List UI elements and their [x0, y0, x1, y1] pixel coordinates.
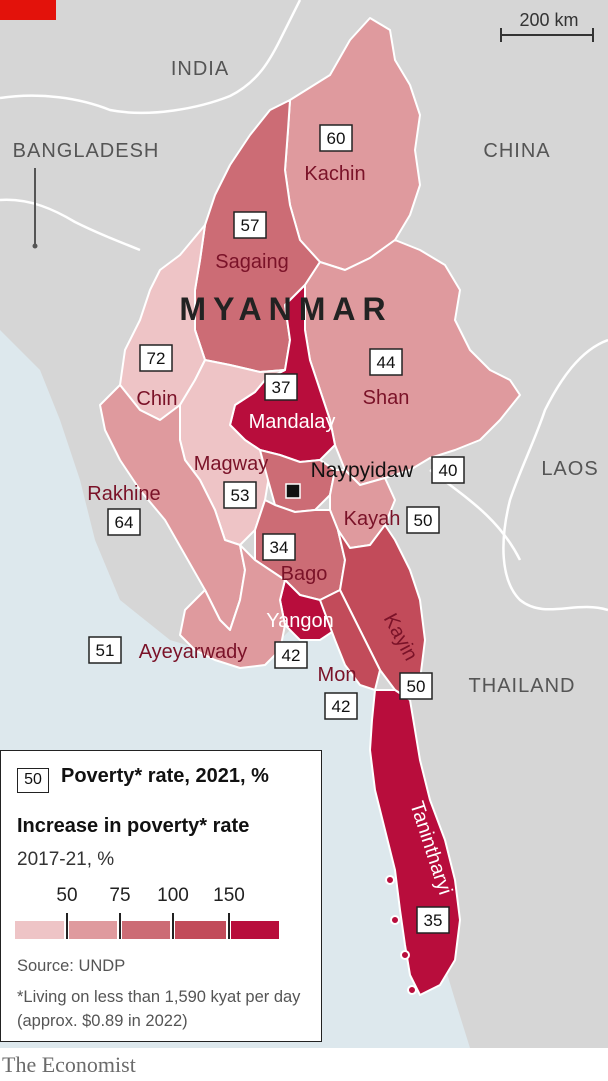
- legend-subtitle: 2017-21, %: [17, 849, 115, 870]
- poverty-rate-box-kayin: 50: [399, 672, 433, 700]
- poverty-rate-value: 50: [414, 511, 433, 530]
- legend-title-poverty-rate: Poverty* rate, 2021, %: [61, 765, 269, 787]
- legend-tick-mark: [172, 913, 174, 939]
- poverty-rate-box-sagaing: 57: [233, 211, 267, 239]
- legend-tick: 100: [157, 885, 189, 906]
- region-name-mandalay: Mandalay: [249, 411, 336, 433]
- country-label-laos: LAOS: [541, 458, 598, 480]
- poverty-rate-box-mandalay: 37: [264, 373, 298, 401]
- credit-bar: The Economist: [0, 1048, 608, 1081]
- poverty-rate-value: 64: [115, 513, 134, 532]
- region-name-chin: Chin: [136, 388, 177, 410]
- poverty-rate-value: 60: [327, 129, 346, 148]
- china-laos-border: [502, 338, 608, 612]
- legend-colour-scale: 50 75 100 150: [15, 885, 281, 941]
- poverty-rate-value: 34: [270, 538, 289, 557]
- poverty-rate-box-naypyidaw: 40: [431, 456, 465, 484]
- legend-footnote: *Living on less than 1,590 kyat per day …: [17, 988, 301, 1030]
- country-label-bangladesh: BANGLADESH: [13, 140, 160, 162]
- publication-credit: The Economist: [2, 1052, 136, 1077]
- poverty-rate-value: 35: [424, 911, 443, 930]
- bangladesh-india-border: [0, 198, 141, 252]
- legend-tick-mark: [119, 913, 121, 939]
- country-title-myanmar: MYANMAR: [179, 291, 392, 327]
- india-bangladesh-border: [0, 0, 302, 115]
- poverty-rate-box-kachin: 60: [319, 124, 353, 152]
- region-ayeyarwady: [179, 544, 286, 669]
- legend-tick: 50: [56, 885, 78, 906]
- legend-swatch-bin3: [122, 921, 170, 939]
- poverty-rate-value: 53: [231, 486, 250, 505]
- capital-marker: [285, 483, 301, 499]
- legend-title-increase: Increase in poverty* rate: [17, 815, 250, 837]
- legend-tick: 75: [109, 885, 131, 906]
- region-name-rakhine: Rakhine: [87, 483, 160, 505]
- region-name-shan: Shan: [363, 387, 410, 409]
- legend-source: Source: UNDP: [17, 957, 126, 975]
- country-label-india: INDIA: [171, 58, 229, 80]
- region-name-magway: Magway: [194, 453, 268, 475]
- poverty-rate-box-yangon: 42: [274, 641, 308, 669]
- brand-tab: [0, 0, 56, 20]
- poverty-rate-box-magway: 53: [223, 481, 257, 509]
- island-shape: [407, 985, 417, 995]
- legend-tick-mark: [228, 913, 230, 939]
- island-shape: [400, 950, 410, 960]
- region-name-yangon: Yangon: [266, 610, 333, 632]
- legend-key-box: 50: [17, 768, 49, 793]
- poverty-rate-box-chin: 72: [139, 344, 173, 372]
- poverty-rate-box-bago: 34: [262, 533, 296, 561]
- island-shape: [385, 875, 395, 885]
- legend-swatch-bin1: [15, 921, 64, 939]
- poverty-rate-value: 42: [332, 697, 351, 716]
- poverty-rate-value: 42: [282, 646, 301, 665]
- region-name-naypyidaw: Naypyidaw: [311, 459, 415, 482]
- regions-layer: [99, 17, 521, 996]
- region-name-mon: Mon: [318, 664, 357, 686]
- country-label-china: CHINA: [483, 140, 550, 162]
- region-name-kayah: Kayah: [344, 508, 401, 530]
- poverty-rate-value: 40: [439, 461, 458, 480]
- legend-tick: 150: [213, 885, 245, 906]
- region-name-ayeyarwady: Ayeyarwady: [139, 641, 248, 663]
- poverty-rate-value: 44: [377, 353, 396, 372]
- poverty-rate-box-ayeyarwady: 51: [88, 636, 122, 664]
- legend-swatch-bin2: [69, 921, 117, 939]
- poverty-rate-box-shan: 44: [369, 348, 403, 376]
- poverty-rate-box-mon: 42: [324, 692, 358, 720]
- poverty-rate-value: 37: [272, 378, 291, 397]
- country-label-thailand: THAILAND: [469, 675, 576, 697]
- region-name-bago: Bago: [281, 563, 328, 585]
- region-name-kachin: Kachin: [304, 163, 365, 185]
- legend-swatch-bin4: [175, 921, 226, 939]
- bangladesh-pointer-dot: [32, 243, 38, 249]
- poverty-rate-box-rakhine: 64: [107, 508, 141, 536]
- island-shape: [390, 915, 400, 925]
- poverty-rate-value: 51: [96, 641, 115, 660]
- poverty-rate-value: 72: [147, 349, 166, 368]
- legend: 50 Poverty* rate, 2021, % Increase in po…: [0, 750, 322, 1042]
- scale-label: 200 km: [519, 10, 578, 30]
- poverty-rate-box-tanintharyi: 35: [416, 906, 450, 934]
- poverty-rate-value: 57: [241, 216, 260, 235]
- legend-tick-mark: [66, 913, 68, 939]
- poverty-rate-box-kayah: 50: [406, 506, 440, 534]
- scale-bar: 200 km: [500, 10, 594, 42]
- poverty-rate-value: 50: [407, 677, 426, 696]
- legend-swatch-bin5: [231, 921, 279, 939]
- region-name-sagaing: Sagaing: [215, 251, 288, 273]
